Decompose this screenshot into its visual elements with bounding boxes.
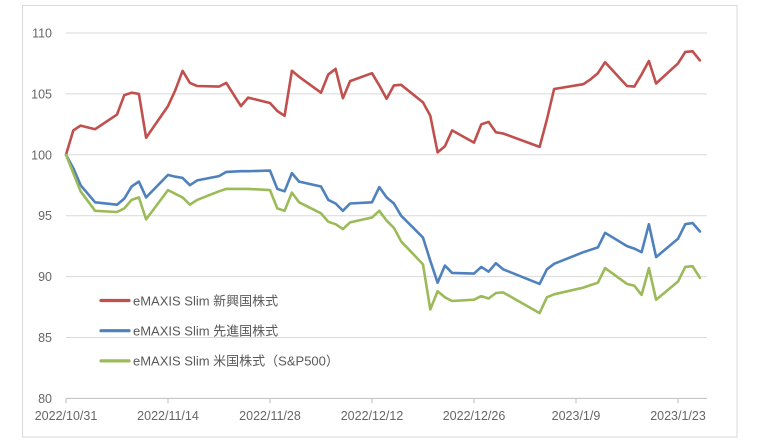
y-tick-label: 80 — [38, 392, 52, 406]
series-line-us-sp500 — [64, 153, 702, 315]
x-axis-labels: 2022/10/31 2022/11/14 2022/11/28 2022/12/12… — [35, 409, 706, 423]
y-tick-label: 110 — [32, 27, 52, 41]
x-tick-label: 2022/10/31 — [35, 409, 98, 423]
y-axis-labels: 80 85 90 95 100 105 110 — [31, 27, 52, 406]
y-tick-label: 100 — [31, 148, 52, 162]
legend-label: eMAXIS Slim 新興国株式 — [133, 293, 278, 308]
x-tick-label: 2022/11/28 — [239, 409, 301, 423]
y-tick-label: 90 — [38, 270, 52, 284]
legend-label: eMAXIS Slim 先進国株式 — [133, 324, 278, 339]
chart-frame-border — [22, 5, 738, 438]
series-lines — [64, 49, 702, 315]
x-tick-label: 2023/1/9 — [552, 409, 601, 423]
legend-label: eMAXIS Slim 米国株式（S&P500） — [133, 354, 339, 369]
x-axis — [65, 398, 679, 404]
x-tick-label: 2022/11/14 — [137, 409, 199, 423]
legend-item-us-sp500: eMAXIS Slim 米国株式（S&P500） — [99, 354, 339, 369]
x-tick-label: 2022/12/12 — [341, 409, 404, 423]
series-line-developed-markets — [64, 153, 702, 286]
legend-item-emerging-markets: eMAXIS Slim 新興国株式 — [99, 293, 278, 308]
series-line-emerging-markets — [64, 49, 702, 157]
y-tick-label: 95 — [38, 209, 52, 223]
legend-item-developed-markets: eMAXIS Slim 先進国株式 — [99, 324, 278, 339]
y-tick-label: 85 — [38, 331, 52, 345]
x-tick-label: 2023/1/23 — [650, 409, 706, 423]
y-tick-label: 105 — [31, 87, 52, 101]
x-tick-label: 2022/12/26 — [443, 409, 506, 423]
gridlines — [66, 32, 707, 399]
legend: eMAXIS Slim 新興国株式 eMAXIS Slim 先進国株式 eMAXIS… — [99, 293, 339, 369]
